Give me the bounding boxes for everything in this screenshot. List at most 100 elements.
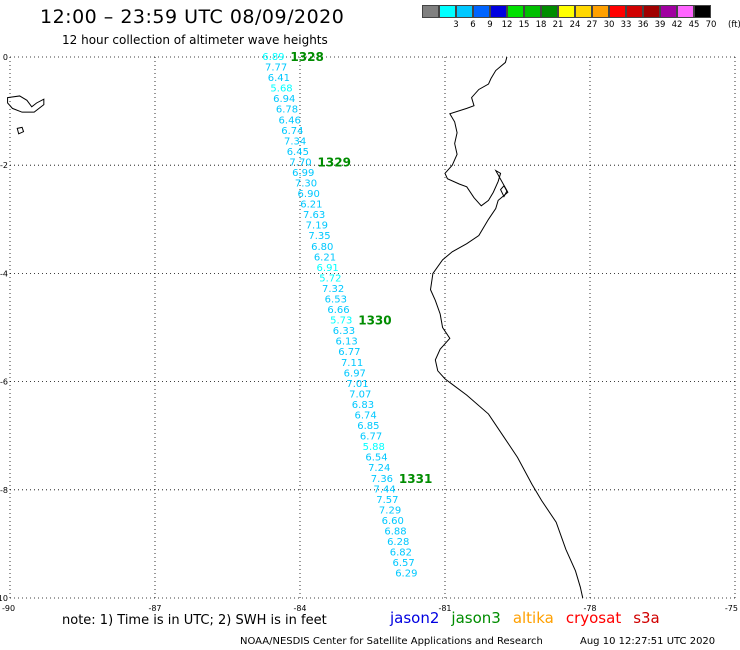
wave-height-value: 6.13 <box>336 337 358 348</box>
wave-height-value: 6.21 <box>314 252 336 263</box>
legend-label: 70 <box>705 20 717 30</box>
y-tick-label: -4 <box>0 269 8 278</box>
legend-label: 3 <box>453 20 459 30</box>
wave-height-value: 6.94 <box>273 94 295 105</box>
time-label: 1330 <box>358 314 391 328</box>
legend-label: 45 <box>688 20 700 30</box>
wave-height-value: 5.88 <box>363 442 385 453</box>
legend-swatch <box>473 5 490 18</box>
wave-height-value: 6.89 <box>262 52 284 63</box>
legend-label: 42 <box>671 20 683 30</box>
legend-swatch <box>694 5 711 18</box>
legend-label: 12 <box>501 20 513 30</box>
island <box>499 184 508 198</box>
legend-swatch <box>507 5 524 18</box>
wave-height-value: 5.68 <box>270 84 292 95</box>
wave-height-value: 7.07 <box>349 389 371 400</box>
wave-height-value: 6.82 <box>390 548 412 559</box>
wave-height-value: 6.57 <box>392 558 414 569</box>
wave-height-value: 7.29 <box>379 505 401 516</box>
legend-label: 18 <box>535 20 547 30</box>
wave-height-value: 7.57 <box>376 495 398 506</box>
x-tick-label: -78 <box>583 604 596 613</box>
footer-note: note: 1) Time is in UTC; 2) SWH is in fe… <box>62 613 327 628</box>
wave-height-value: 6.74 <box>355 410 377 421</box>
legend-label: 27 <box>586 20 598 30</box>
mission-label: jason2 <box>390 609 440 627</box>
time-label: 1331 <box>399 472 432 486</box>
legend-swatch <box>524 5 541 18</box>
legend-label: 15 <box>518 20 530 30</box>
x-tick-label: -90 <box>2 604 15 613</box>
y-tick-label: -6 <box>0 378 8 387</box>
x-tick-label: -87 <box>148 604 161 613</box>
wave-height-value: 6.60 <box>382 516 404 527</box>
legend-label: 36 <box>637 20 649 30</box>
legend-swatch <box>626 5 643 18</box>
legend-swatch <box>439 5 456 18</box>
wave-height-value: 6.28 <box>387 537 409 548</box>
wave-height-value: 6.91 <box>317 263 339 274</box>
wave-height-value: 6.99 <box>292 168 314 179</box>
wave-height-value: 7.36 <box>371 474 393 485</box>
legend-label: 33 <box>620 20 632 30</box>
wave-height-value: 7.11 <box>341 358 363 369</box>
wave-height-value: 7.63 <box>303 210 325 221</box>
legend-swatch <box>592 5 609 18</box>
mission-label: cryosat <box>565 609 622 627</box>
wave-height-value: 6.53 <box>325 295 347 306</box>
footer-credit: NOAA/NESDIS Center for Satellite Applica… <box>240 636 543 647</box>
legend-label: 9 <box>487 20 493 30</box>
legend-swatch <box>609 5 626 18</box>
wave-height-value: 6.90 <box>298 189 320 200</box>
wave-height-value: 7.32 <box>322 284 344 295</box>
wave-height-value: 6.77 <box>360 432 382 443</box>
wave-height-value: 6.97 <box>344 368 366 379</box>
y-tick-label: -8 <box>0 486 8 495</box>
legend-swatch <box>660 5 677 18</box>
wave-height-value: 6.77 <box>338 347 360 358</box>
legend-swatch <box>677 5 694 18</box>
wave-height-value: 6.88 <box>384 526 406 537</box>
wave-height-value: 6.33 <box>333 326 355 337</box>
legend-swatch <box>575 5 592 18</box>
wave-height-value: 7.19 <box>306 221 328 232</box>
wave-height-value: 6.41 <box>268 73 290 84</box>
wave-height-value: 6.83 <box>352 400 374 411</box>
legend-swatch <box>643 5 660 18</box>
wave-height-value: 7.01 <box>346 379 368 390</box>
mission-label: s3a <box>633 609 660 627</box>
page-title: 12:00 – 23:59 UTC 08/09/2020 <box>40 6 345 28</box>
wave-height-value: 6.29 <box>395 569 417 580</box>
x-tick-label: -75 <box>725 604 738 613</box>
wave-height-value: 6.21 <box>300 200 322 211</box>
mission-legend: jason2 jason3 altika cryosat s3a <box>390 609 672 627</box>
legend-swatch <box>541 5 558 18</box>
legend-label: 6 <box>470 20 476 30</box>
legend-swatch <box>456 5 473 18</box>
color-legend: (ft) 3 6 9 12 15 18 21 24 27 30 33 36 39 42 45 70 <box>422 5 740 32</box>
footer-timestamp: Aug 10 12:27:51 UTC 2020 <box>580 636 716 647</box>
mission-label: jason3 <box>451 609 501 627</box>
legend-labels: (ft) 3 6 9 12 15 18 21 24 27 30 33 36 39 42 45 70 <box>422 18 740 32</box>
wave-height-value: 7.34 <box>284 136 306 147</box>
x-tick-label: -84 <box>293 604 306 613</box>
y-tick-label: -2 <box>0 161 8 170</box>
y-tick-label: -10 <box>0 594 8 603</box>
legend-swatches <box>422 5 711 18</box>
wave-height-value: 6.74 <box>281 126 303 137</box>
wave-height-value: 7.70 <box>289 157 311 168</box>
wave-height-value: 6.54 <box>365 453 387 464</box>
legend-label: 24 <box>569 20 581 30</box>
time-label: 1328 <box>290 50 323 64</box>
wave-height-value: 6.78 <box>276 105 298 116</box>
x-tick-label: -81 <box>438 604 451 613</box>
legend-label: 30 <box>603 20 615 30</box>
wave-height-value: 5.73 <box>330 316 352 327</box>
legend-label: 21 <box>552 20 564 30</box>
wave-height-value: 7.30 <box>295 179 317 190</box>
y-tick-label: 0 <box>3 53 8 62</box>
mission-label: altika <box>512 609 554 627</box>
legend-label: 39 <box>654 20 666 30</box>
